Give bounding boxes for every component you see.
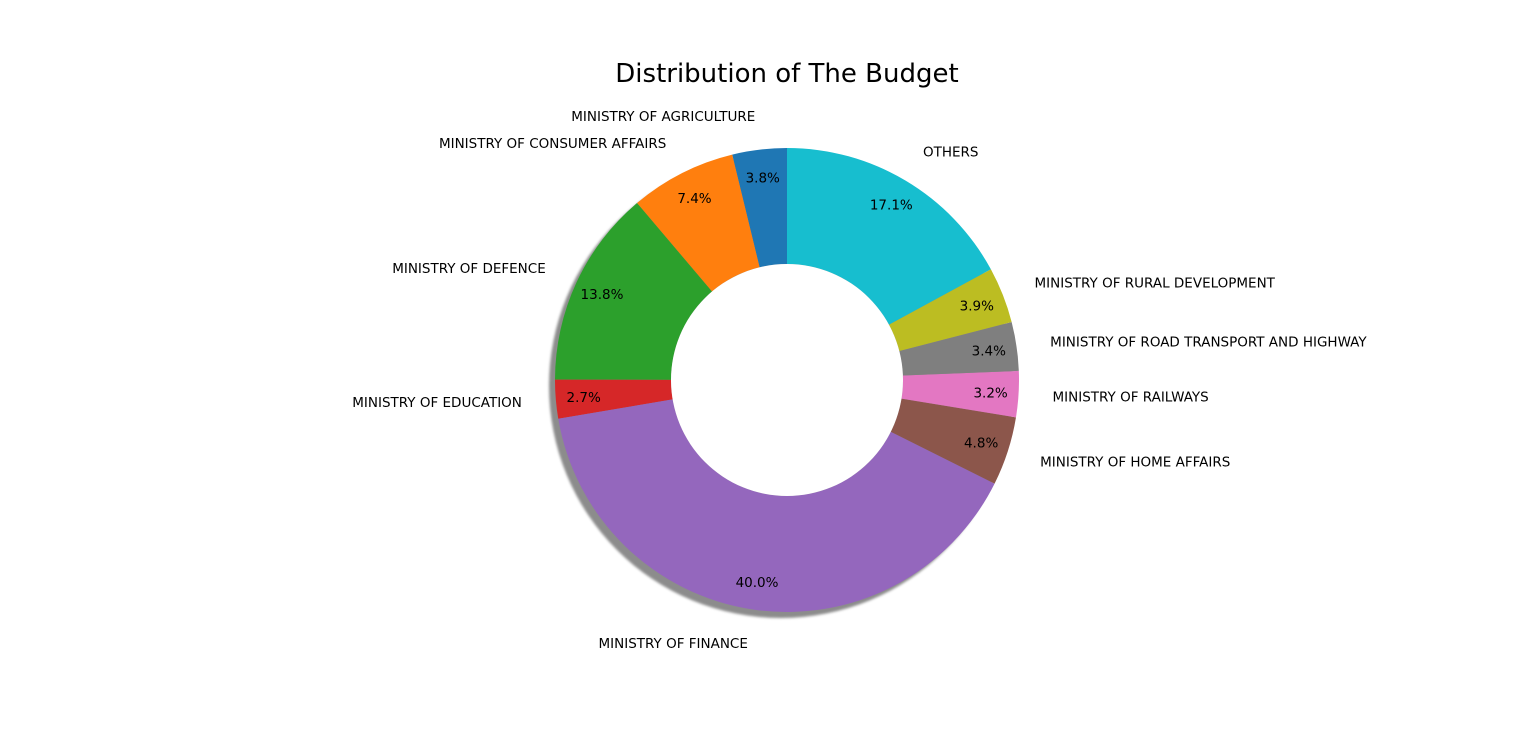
pie-slice [890, 398, 1016, 484]
pie-slice [888, 269, 1012, 352]
slice-percent-label: 40.0% [736, 575, 779, 591]
pie-slice [637, 154, 760, 292]
slice-label: MINISTRY OF RAILWAYS [1053, 389, 1209, 405]
slice-label: MINISTRY OF FINANCE [598, 636, 747, 652]
pie-slice [555, 203, 713, 380]
percent-labels: 3.8% 7.4% 13.8% 2.7% 40.0% 4.8% 3.2% 3.4% 3.9% 17… [567, 170, 1008, 590]
slice-label: MINISTRY OF ROAD TRANSPORT AND HIGHWAY [1050, 334, 1367, 350]
slice-percent-label: 3.8% [746, 170, 780, 186]
pie-slice [901, 370, 1019, 418]
slice-percent-label: 13.8% [581, 287, 624, 303]
slice-label: MINISTRY OF DEFENCE [392, 261, 546, 277]
slice-percent-label: 17.1% [870, 198, 913, 214]
slice-label: MINISTRY OF AGRICULTURE [571, 109, 755, 125]
slice-label: MINISTRY OF RURAL DEVELOPMENT [1035, 276, 1276, 292]
slice-percent-label: 2.7% [567, 390, 601, 406]
slice-percent-label: 3.4% [972, 343, 1006, 359]
pie-slice [558, 399, 995, 613]
slice-percent-label: 7.4% [677, 191, 711, 207]
slice-label: MINISTRY OF EDUCATION [352, 395, 522, 411]
slices-group [555, 148, 1019, 613]
slice-percent-label: 3.9% [960, 298, 994, 314]
slice-label: MINISTRY OF CONSUMER AFFAIRS [439, 136, 666, 152]
chart-title: Distribution of The Budget [615, 59, 958, 89]
pie-slice [787, 148, 991, 325]
slice-percent-label: 3.2% [973, 385, 1007, 401]
slice-label: MINISTRY OF HOME AFFAIRS [1040, 455, 1230, 471]
pie-slice [732, 148, 787, 268]
slice-labels: MINISTRY OF AGRICULTURE MINISTRY OF CONSU… [352, 109, 1367, 652]
pie-slice [555, 379, 673, 419]
pie-slice [899, 322, 1019, 376]
slice-percent-label: 4.8% [964, 436, 998, 452]
slice-label: OTHERS [923, 144, 979, 160]
donut-hole [671, 264, 903, 496]
